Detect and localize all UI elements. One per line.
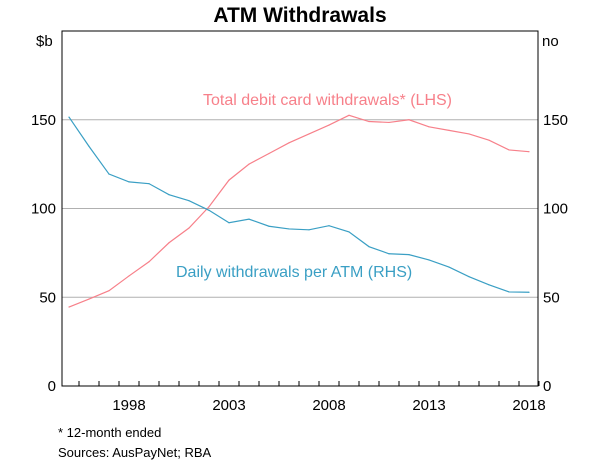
data-point <box>408 254 410 256</box>
data-point <box>488 139 490 141</box>
data-point <box>428 259 430 261</box>
data-point <box>468 276 470 278</box>
y-tick-label-left: 50 <box>39 289 56 306</box>
data-point <box>248 218 250 220</box>
data-point <box>368 120 370 123</box>
y-tick-label-left: 0 <box>48 378 56 395</box>
data-point <box>88 145 90 147</box>
data-point <box>68 116 70 118</box>
data-point <box>268 152 270 155</box>
data-point <box>448 129 450 131</box>
data-point <box>348 231 350 233</box>
data-point <box>328 225 330 227</box>
x-tick-label: 2018 <box>512 397 545 414</box>
plot-border <box>61 30 539 387</box>
data-point <box>328 124 330 126</box>
series-label-debit: Total debit card withdrawals* (LHS) <box>203 92 452 109</box>
data-point <box>288 142 290 144</box>
data-point <box>68 306 70 308</box>
data-point <box>108 173 110 175</box>
y-tick-label-right: 150 <box>543 112 568 129</box>
data-point <box>228 179 230 181</box>
footnote: * 12-month ended <box>58 425 162 440</box>
data-point <box>148 261 150 263</box>
data-point <box>408 119 410 121</box>
data-point <box>248 163 250 165</box>
data-point <box>428 126 430 128</box>
data-point <box>288 228 290 230</box>
x-tick-label: 2003 <box>212 397 245 414</box>
y-tick-label-left: 150 <box>31 112 56 129</box>
data-point <box>188 200 190 202</box>
data-point <box>368 246 370 248</box>
data-point <box>188 227 190 229</box>
x-tick-label: 1998 <box>112 397 145 414</box>
data-point <box>448 266 450 268</box>
data-point <box>148 183 150 185</box>
data-point <box>508 291 510 293</box>
data-point <box>388 121 390 124</box>
data-point <box>308 133 310 135</box>
data-point <box>168 194 170 196</box>
y-tick-label-right: 100 <box>543 201 568 218</box>
x-tick-label: 2008 <box>312 397 345 414</box>
sources: Sources: AusPayNet; RBA <box>58 445 212 460</box>
data-point <box>228 222 230 224</box>
data-point <box>208 209 210 211</box>
data-point <box>348 114 350 116</box>
data-point <box>268 225 270 227</box>
left-axis-unit: $b <box>36 33 53 50</box>
data-point <box>108 290 110 292</box>
data-point <box>208 206 210 208</box>
data-point <box>88 298 90 300</box>
series-line-0 <box>68 114 530 308</box>
y-tick-label-right: 50 <box>543 289 560 306</box>
series-label-atm: Daily withdrawals per ATM (RHS) <box>176 264 413 281</box>
data-point <box>468 133 470 135</box>
data-point <box>388 253 390 255</box>
data-point <box>128 275 130 277</box>
y-tick-label-right: 0 <box>543 378 551 395</box>
y-tick-label-left: 100 <box>31 201 56 218</box>
series-line-1 <box>68 116 530 293</box>
right-axis-unit: no <box>542 33 559 50</box>
x-tick-label: 2013 <box>412 397 445 414</box>
data-point <box>508 149 510 151</box>
data-point <box>128 181 130 183</box>
data-point <box>488 284 490 286</box>
chart-title: ATM Withdrawals <box>213 4 387 27</box>
data-point <box>528 151 530 153</box>
data-point <box>528 291 530 293</box>
data-point <box>168 242 170 244</box>
data-point <box>308 229 310 231</box>
